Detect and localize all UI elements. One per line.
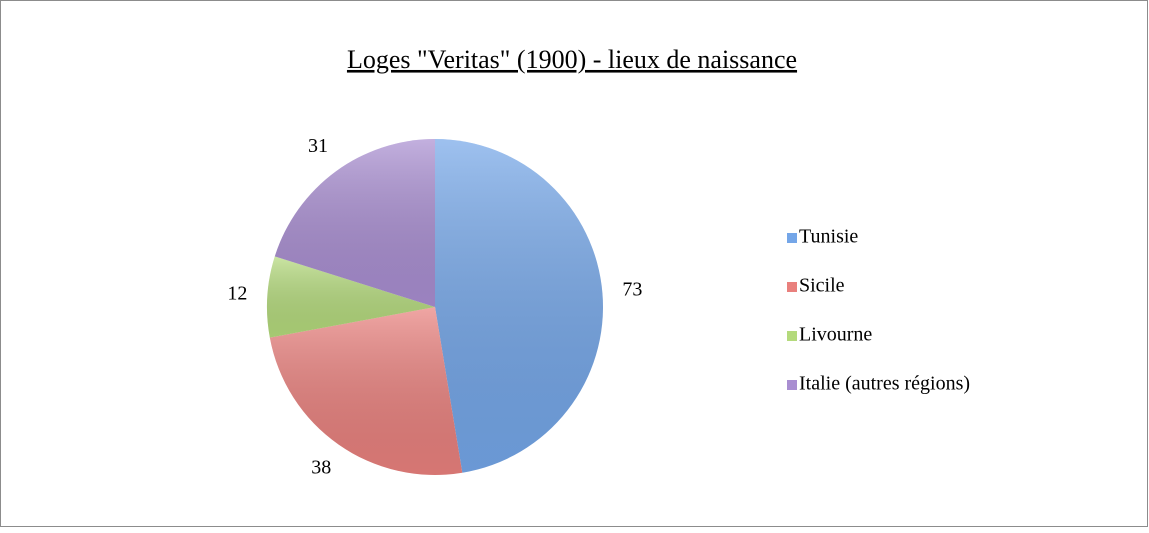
data-label: 73 [622,278,642,300]
slice-shade [274,139,435,307]
legend-swatch [787,331,797,341]
legend-label: Italie (autres régions) [799,373,970,395]
data-label: 12 [227,282,247,304]
pie [267,139,604,475]
legend-swatch [787,233,797,243]
legend-label: Livourne [799,324,872,346]
legend-label: Sicile [799,275,845,297]
data-label: 38 [311,457,331,479]
legend-swatch [787,380,797,390]
chart-title: Loges "Veritas" (1900) - lieux de naissa… [347,45,797,74]
legend-swatch [787,282,797,292]
slice-shade [435,139,604,473]
slice-shade [269,307,463,475]
slice-shade [267,256,435,338]
legend-label: Tunisie [799,226,858,248]
data-label: 31 [308,135,328,157]
